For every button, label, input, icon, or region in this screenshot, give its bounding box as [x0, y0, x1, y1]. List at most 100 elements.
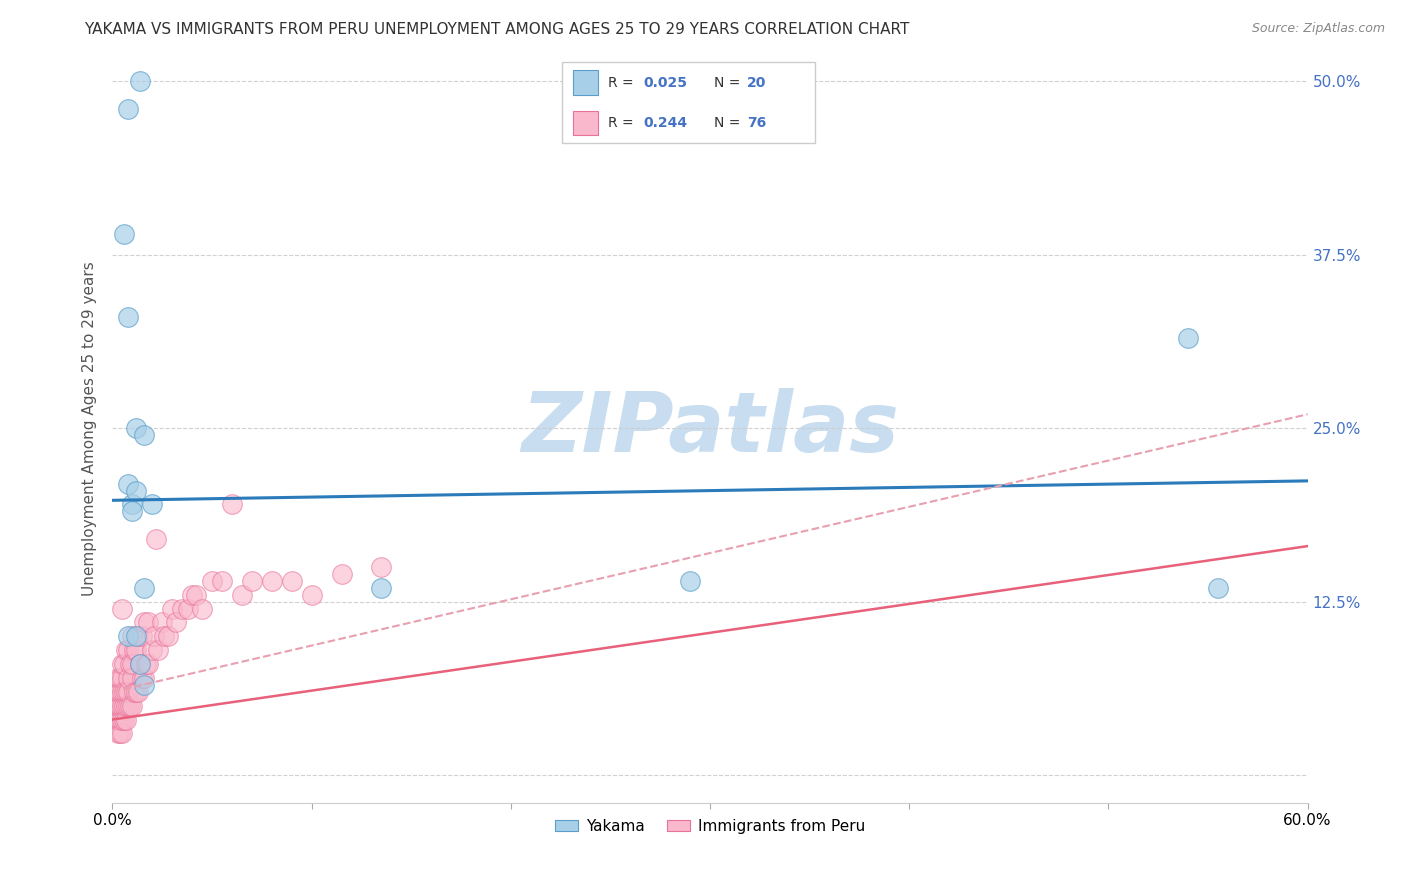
- Point: [134, 678, 156, 692]
- Point: [125, 643, 148, 657]
- Point: [125, 629, 148, 643]
- Point: [111, 671, 134, 685]
- Point: [115, 698, 138, 713]
- Point: [121, 498, 143, 512]
- Point: [181, 588, 204, 602]
- Text: ZIPatlas: ZIPatlas: [522, 388, 898, 468]
- Text: YAKAMA VS IMMIGRANTS FROM PERU UNEMPLOYMENT AMONG AGES 25 TO 29 YEARS CORRELATIO: YAKAMA VS IMMIGRANTS FROM PERU UNEMPLOYM…: [84, 22, 910, 37]
- Point: [117, 102, 139, 116]
- Point: [111, 657, 134, 671]
- Point: [117, 310, 139, 325]
- Point: [117, 629, 139, 643]
- Point: [131, 629, 153, 643]
- Point: [129, 657, 152, 671]
- Point: [143, 629, 166, 643]
- Text: N =: N =: [714, 76, 745, 89]
- Point: [117, 671, 139, 685]
- Point: [107, 726, 129, 740]
- Point: [177, 601, 200, 615]
- Point: [370, 560, 392, 574]
- Point: [679, 574, 702, 588]
- Point: [134, 615, 156, 630]
- Point: [145, 532, 167, 546]
- Point: [117, 685, 139, 699]
- Point: [135, 657, 157, 671]
- Point: [114, 685, 135, 699]
- Point: [105, 713, 128, 727]
- Point: [260, 574, 283, 588]
- Point: [150, 615, 173, 630]
- Text: 76: 76: [747, 116, 766, 129]
- Point: [129, 74, 152, 88]
- Text: 20: 20: [747, 76, 766, 89]
- Point: [120, 657, 142, 671]
- Point: [111, 713, 134, 727]
- Y-axis label: Unemployment Among Ages 25 to 29 years: Unemployment Among Ages 25 to 29 years: [82, 260, 97, 596]
- Point: [114, 713, 135, 727]
- Point: [125, 685, 148, 699]
- Bar: [572, 111, 598, 135]
- Point: [134, 428, 156, 442]
- Text: R =: R =: [607, 76, 638, 89]
- Point: [105, 698, 128, 713]
- Point: [110, 685, 132, 699]
- Point: [134, 671, 156, 685]
- Point: [125, 421, 148, 435]
- Point: [107, 713, 129, 727]
- Point: [111, 726, 134, 740]
- Point: [110, 726, 132, 740]
- Point: [121, 657, 143, 671]
- Point: [110, 713, 132, 727]
- Text: 0.244: 0.244: [644, 116, 688, 129]
- Point: [221, 498, 243, 512]
- Point: [121, 629, 143, 643]
- Text: Source: ZipAtlas.com: Source: ZipAtlas.com: [1251, 22, 1385, 36]
- Point: [301, 588, 323, 602]
- Point: [107, 698, 129, 713]
- Point: [191, 601, 214, 615]
- Point: [124, 685, 146, 699]
- Point: [115, 643, 138, 657]
- Bar: [572, 70, 598, 95]
- Point: [117, 643, 139, 657]
- Point: [138, 615, 160, 630]
- Point: [107, 685, 129, 699]
- Point: [330, 566, 353, 581]
- Point: [141, 498, 163, 512]
- Point: [117, 476, 139, 491]
- Point: [148, 643, 170, 657]
- Point: [117, 698, 139, 713]
- Point: [201, 574, 224, 588]
- Point: [211, 574, 233, 588]
- Point: [153, 629, 176, 643]
- Point: [240, 574, 263, 588]
- Point: [165, 615, 187, 630]
- Point: [1206, 581, 1229, 595]
- Point: [131, 671, 153, 685]
- Point: [370, 581, 392, 595]
- Point: [186, 588, 208, 602]
- Point: [114, 698, 135, 713]
- Point: [115, 685, 138, 699]
- Point: [115, 713, 138, 727]
- Point: [121, 504, 143, 518]
- Point: [110, 698, 132, 713]
- Text: N =: N =: [714, 116, 745, 129]
- Point: [121, 671, 143, 685]
- Point: [141, 643, 163, 657]
- Point: [111, 698, 134, 713]
- Point: [172, 601, 194, 615]
- Point: [157, 629, 180, 643]
- Point: [114, 227, 135, 241]
- Point: [231, 588, 253, 602]
- Point: [111, 601, 134, 615]
- Point: [127, 685, 149, 699]
- Point: [281, 574, 304, 588]
- Point: [162, 601, 183, 615]
- FancyBboxPatch shape: [562, 62, 815, 143]
- Point: [129, 657, 152, 671]
- Point: [111, 685, 134, 699]
- Point: [124, 643, 146, 657]
- Point: [114, 657, 135, 671]
- Point: [120, 698, 142, 713]
